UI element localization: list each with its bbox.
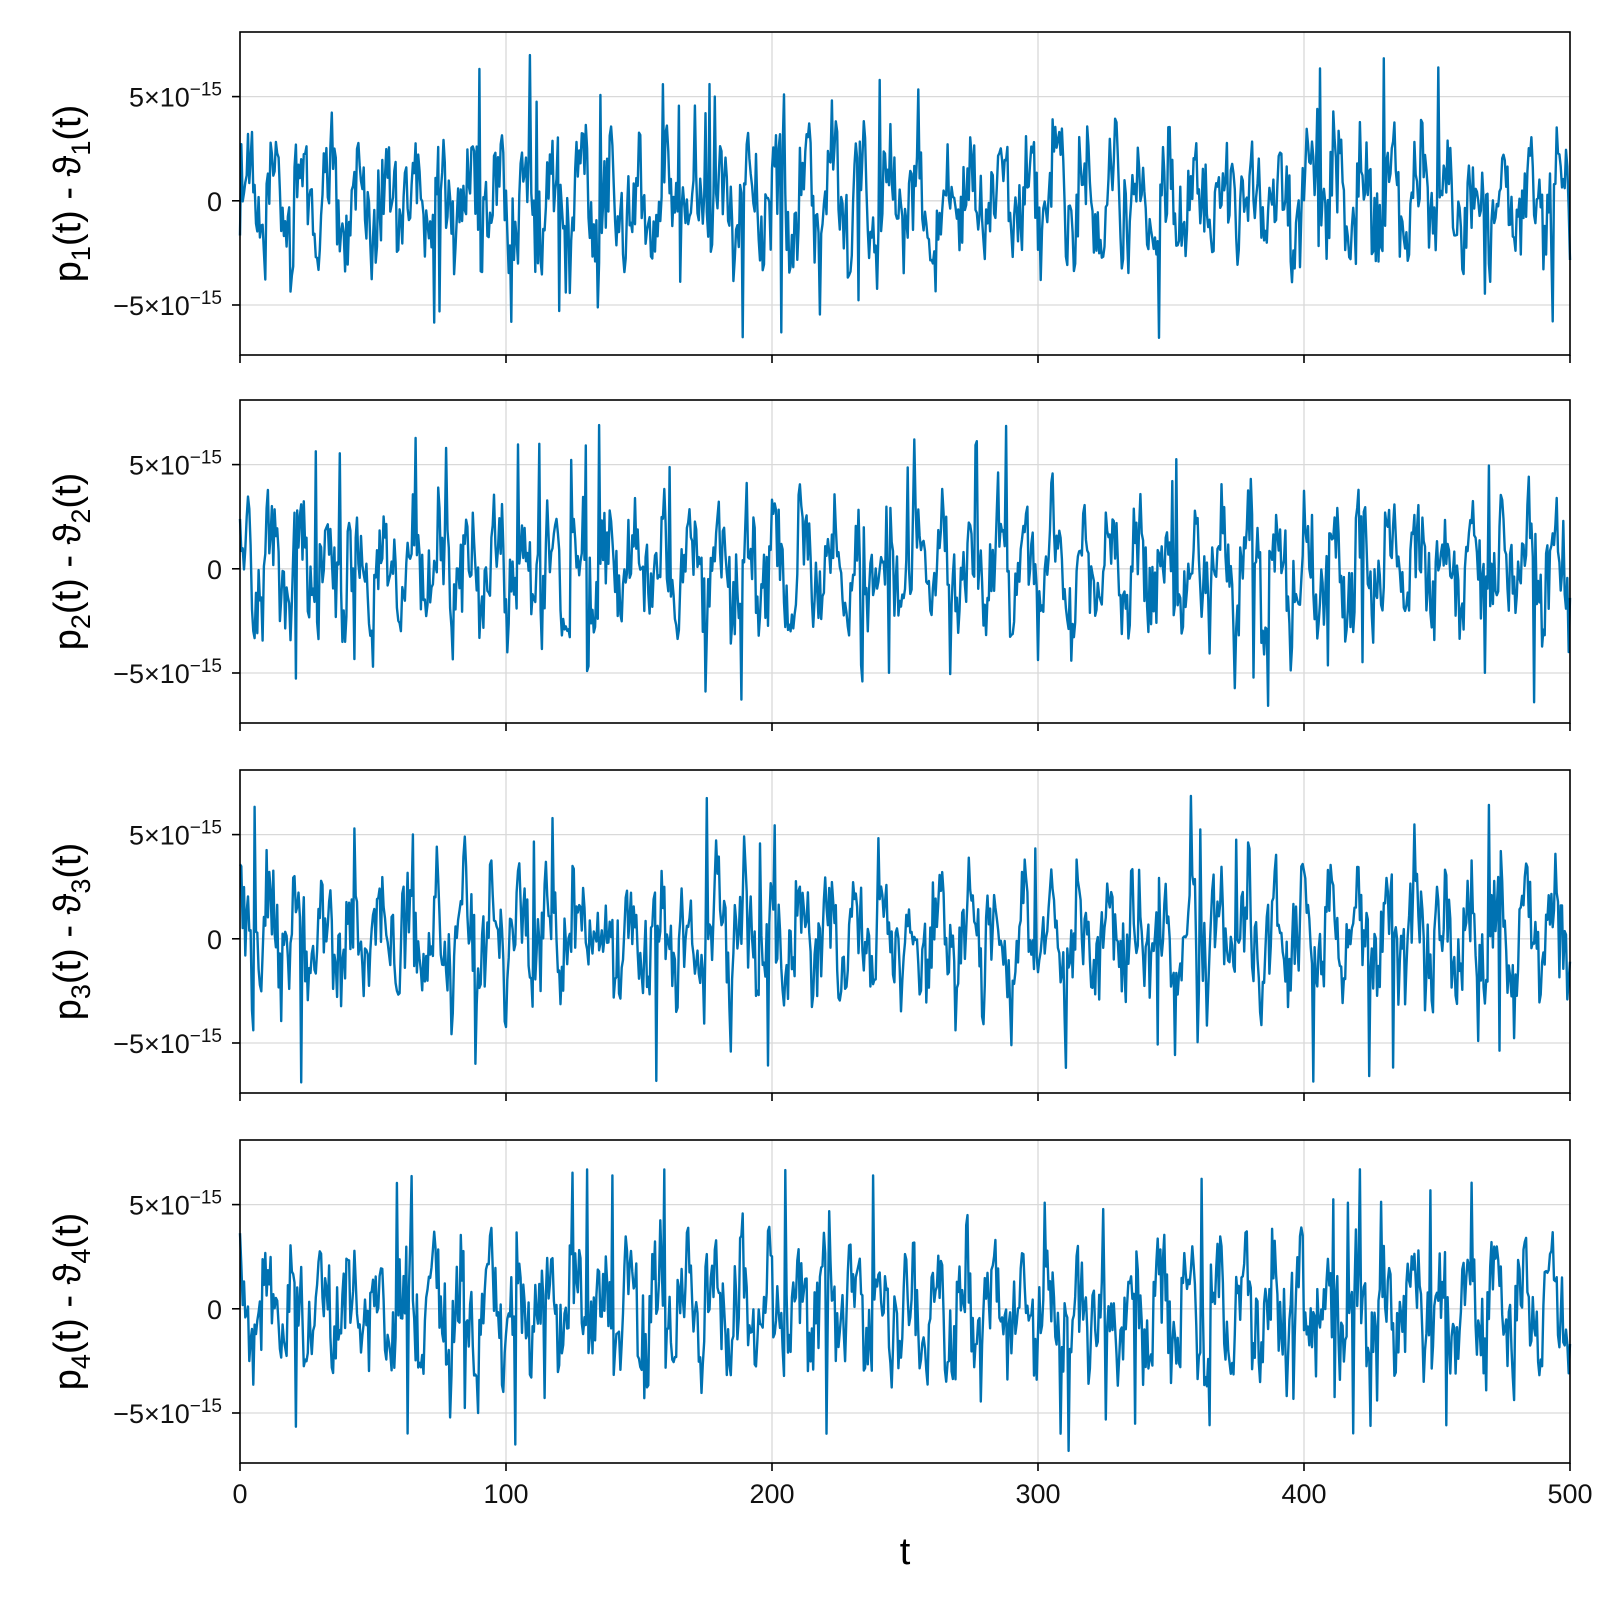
y-tick-label: −5×10−15 bbox=[113, 288, 222, 321]
series-line bbox=[238, 1168, 1572, 1453]
y-tick-label: 5×10−15 bbox=[129, 80, 222, 113]
panel-2: −5×10−15 0 5×10−15 p2(t) - ϑ2(t) bbox=[47, 399, 1572, 731]
series-line bbox=[238, 423, 1572, 707]
y-axis-title: p2(t) - ϑ2(t) bbox=[47, 473, 96, 651]
y-tick-label: −5×10−15 bbox=[113, 656, 222, 689]
y-axis-title: p1(t) - ϑ1(t) bbox=[47, 105, 96, 283]
y-tick-label: −5×10−15 bbox=[113, 1396, 222, 1429]
y-axis-title: p3(t) - ϑ3(t) bbox=[47, 843, 96, 1021]
y-tick-label: 5×10−15 bbox=[129, 1188, 222, 1221]
panels: −5×10−15 0 5×10−15 p1(t) - ϑ1(t) −5×10−15 0 5×… bbox=[47, 31, 1572, 1471]
y-tick-label: 0 bbox=[207, 925, 222, 955]
x-tick-label: 0 bbox=[232, 1479, 247, 1509]
plot-frame bbox=[239, 1139, 1571, 1464]
grid bbox=[239, 400, 1571, 723]
y-tick-label: 5×10−15 bbox=[129, 448, 222, 481]
x-axis-tick-labels: 0 100 200 300 400 500 bbox=[232, 1479, 1592, 1509]
x-tick-label: 100 bbox=[483, 1479, 528, 1509]
x-tick-label: 400 bbox=[1281, 1479, 1326, 1509]
x-tick-label: 200 bbox=[749, 1479, 794, 1509]
y-tick-label: −5×10−15 bbox=[113, 1026, 222, 1059]
y-tick-label: 0 bbox=[207, 555, 222, 585]
y-tick-label: 0 bbox=[207, 1295, 222, 1325]
x-tick-label: 300 bbox=[1015, 1479, 1060, 1509]
panel-3: −5×10−15 0 5×10−15 p3(t) - ϑ3(t) bbox=[47, 769, 1572, 1101]
x-tick-label: 500 bbox=[1547, 1479, 1592, 1509]
plot-frame bbox=[239, 399, 1571, 724]
series-line bbox=[238, 53, 1572, 339]
y-tick-label: 5×10−15 bbox=[129, 818, 222, 851]
plot-frame bbox=[239, 769, 1571, 1094]
x-axis-title: t bbox=[900, 1531, 911, 1573]
plot-frame bbox=[239, 31, 1571, 356]
y-axis-title: p4(t) - ϑ4(t) bbox=[47, 1213, 96, 1391]
y-tick-label: 0 bbox=[207, 187, 222, 217]
panel-1: −5×10−15 0 5×10−15 p1(t) - ϑ1(t) bbox=[47, 31, 1572, 363]
series-line bbox=[238, 794, 1572, 1084]
panel-4: −5×10−15 0 5×10−15 p4(t) - ϑ4(t) bbox=[47, 1139, 1572, 1471]
